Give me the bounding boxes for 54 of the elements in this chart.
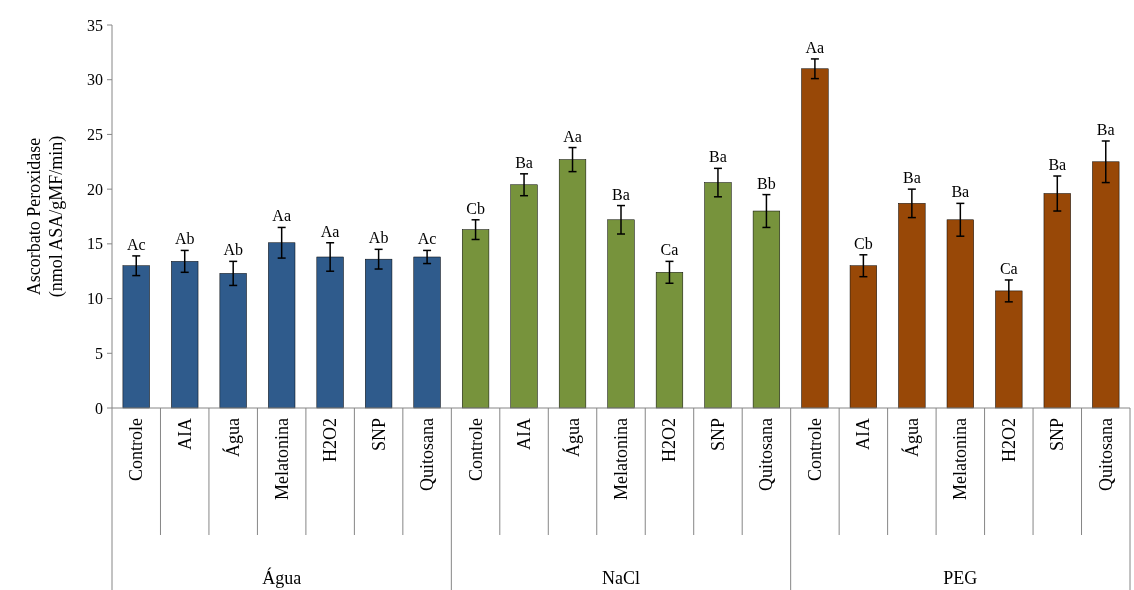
text: PEG <box>943 568 978 588</box>
text: NaCl <box>602 568 640 588</box>
x-tick-label: SNP <box>368 418 389 452</box>
data-label: Ba <box>709 148 727 166</box>
data-label: Ab <box>223 241 243 259</box>
x-tick-label: Controle <box>126 418 147 481</box>
y-tick-label: 0 <box>95 399 103 417</box>
data-label: Aa <box>320 222 340 240</box>
x-tick-label: Melatonina <box>271 418 292 500</box>
data-label: Ab <box>174 230 195 248</box>
data-label: Ba <box>612 185 630 203</box>
data-label: Cb <box>854 234 873 252</box>
data-label: Ba <box>951 183 970 201</box>
y-tick-label: 10 <box>87 290 103 308</box>
y-tick-label: 35 <box>87 16 103 34</box>
data-label: Ab <box>368 229 389 247</box>
x-tick-label: AIA <box>514 418 535 450</box>
x-tick-label: Quitosana <box>1095 417 1116 491</box>
data-label: Ba <box>1048 156 1067 174</box>
x-tick-label: Quitosana <box>417 417 438 491</box>
data-label: Bb <box>757 174 776 192</box>
y-tick-label: 15 <box>87 235 103 253</box>
x-tick-label: Água <box>561 418 583 457</box>
data-label: Aa <box>272 207 291 225</box>
x-tick-label: AIA <box>853 418 874 450</box>
data-label: Ac <box>417 230 437 248</box>
data-label: Ba <box>902 169 921 187</box>
x-tick-label: Melatonina <box>950 418 971 500</box>
x-tick-label: Água <box>222 418 244 457</box>
data-label: Aa <box>563 127 582 145</box>
y-tick-label: 30 <box>87 71 103 89</box>
x-tick-label: SNP <box>707 418 728 452</box>
data-label: Cb <box>466 199 485 217</box>
data-label: Ba <box>1096 120 1115 138</box>
x-tick-label: H2O2 <box>998 418 1019 462</box>
data-label: Ca <box>660 241 679 259</box>
x-tick-label: Água <box>900 418 922 457</box>
text: Água <box>262 567 302 588</box>
x-tick-label: SNP <box>1047 418 1068 452</box>
data-label: Ac <box>126 235 146 253</box>
x-tick-label: Melatonina <box>611 418 631 500</box>
x-tick-label: H2O2 <box>659 418 680 462</box>
y-tick-label: 20 <box>87 180 103 198</box>
x-tick-label: AIA <box>174 418 195 450</box>
x-tick-label: Controle <box>804 418 825 481</box>
x-tick-label: Quitosana <box>756 417 777 491</box>
y-axis-title: Ascorbato Peroxidase (nmol ASA/gMF/min) <box>24 135 67 298</box>
y-tick-label: 5 <box>95 344 103 362</box>
data-label: Ca <box>999 259 1018 277</box>
data-label: Aa <box>805 38 825 56</box>
x-tick-label: Controle <box>465 418 486 481</box>
y-tick-label: 25 <box>87 126 103 144</box>
x-tick-label: H2O2 <box>320 418 341 462</box>
data-label: Ba <box>515 153 533 171</box>
